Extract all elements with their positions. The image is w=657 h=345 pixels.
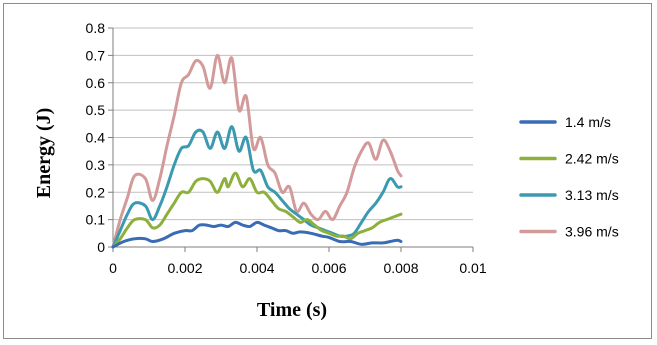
series-line-3-96-m-s [111, 53, 403, 249]
series-line-3-13-m-s [111, 125, 403, 249]
y-tick-label: 0 [97, 239, 105, 255]
legend-label: 3.13 m/s [565, 187, 619, 203]
x-tick-label: 0.002 [167, 260, 202, 276]
series-lines [111, 53, 403, 249]
x-tick-label: 0.01 [459, 260, 486, 276]
legend-label: 3.96 m/s [565, 224, 619, 240]
y-tick-label: 0.5 [86, 102, 106, 118]
x-tick-labels: 0 0.002 0.004 0.006 0.008 0.01 [109, 260, 487, 276]
y-tick-label: 0.6 [86, 75, 106, 91]
y-tick-label: 0.7 [86, 47, 106, 63]
y-tick-label: 0.8 [86, 20, 106, 36]
y-tick-label: 0.2 [86, 184, 106, 200]
x-tick-label: 0.006 [311, 260, 346, 276]
y-axis-title: Energy (J) [33, 108, 55, 199]
y-tick-label: 0.4 [86, 130, 106, 146]
series-line-2-42-m-s [111, 171, 403, 249]
legend: 1.4 m/s 2.42 m/s 3.13 m/s 3.96 m/s [519, 114, 619, 240]
y-tick-labels: 0 0.1 0.2 0.3 0.4 0.5 0.6 0.7 0.8 [86, 20, 106, 255]
legend-label: 1.4 m/s [565, 114, 611, 130]
series-line-1-4-m-s [111, 220, 403, 249]
y-tick-label: 0.3 [86, 157, 106, 173]
x-axis-title: Time (s) [257, 299, 327, 321]
chart-frame [3, 3, 652, 339]
legend-label: 2.42 m/s [565, 151, 619, 167]
x-tick-label: 0 [109, 260, 117, 276]
gridlines [113, 27, 473, 221]
x-tick-label: 0.008 [383, 260, 418, 276]
y-tick-label: 0.1 [86, 212, 106, 228]
x-tick-label: 0.004 [239, 260, 274, 276]
